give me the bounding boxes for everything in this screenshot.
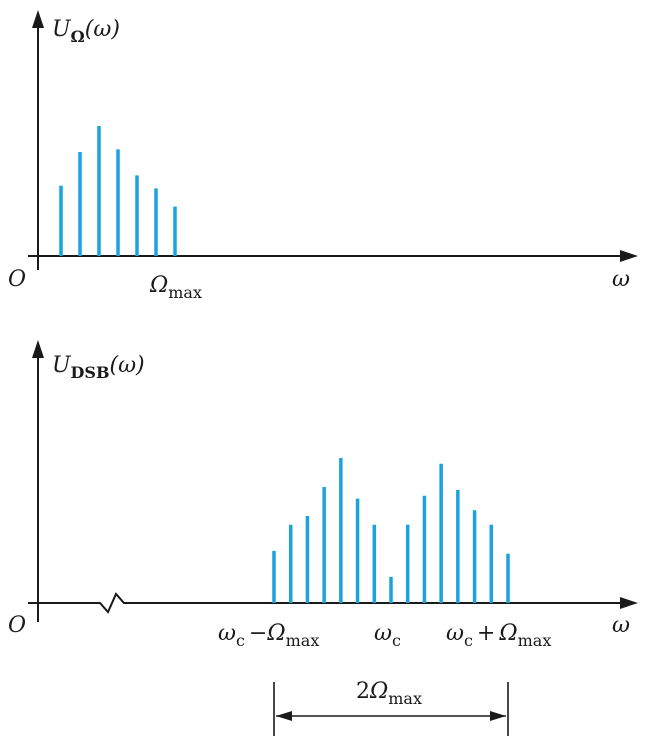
top-y-axis-label: UΩ(ω)	[52, 17, 120, 46]
bandwidth-left-arrow-icon	[276, 711, 292, 721]
carrier-plus-omega-max-label: ωc + Ωmax	[446, 621, 551, 650]
bandwidth-label: 2Ωmax	[356, 679, 422, 708]
carrier-minus-omega-max-label: ωc −Ωmax	[218, 621, 319, 650]
bottom-y-axis-arrow-icon	[32, 340, 44, 358]
bottom-origin-label: O	[8, 613, 26, 638]
top-plot: UΩ(ω) O ω Ωmax	[8, 10, 638, 302]
top-x-axis-label: ω	[612, 267, 630, 292]
bottom-x-axis-arrow-icon	[620, 597, 638, 609]
carrier-frequency-label: ωc	[374, 621, 401, 650]
top-x-axis-arrow-icon	[620, 250, 638, 262]
bandwidth-right-arrow-icon	[490, 711, 506, 721]
top-origin-label: O	[8, 267, 26, 292]
bottom-x-axis-with-break	[28, 592, 622, 614]
bottom-y-axis-label: UDSB(ω)	[52, 353, 145, 382]
bottom-spectral-lines	[272, 458, 510, 603]
omega-max-tick-label: Ωmax	[149, 273, 202, 302]
top-spectral-lines	[59, 126, 177, 256]
bottom-plot: UDSB(ω) O ω ωc −Ωmax ωc ωc + Ωmax	[8, 340, 638, 650]
bandwidth-annotation: 2Ωmax	[273, 679, 509, 736]
top-y-axis-arrow-icon	[32, 10, 44, 28]
bottom-x-axis-label: ω	[612, 613, 630, 638]
